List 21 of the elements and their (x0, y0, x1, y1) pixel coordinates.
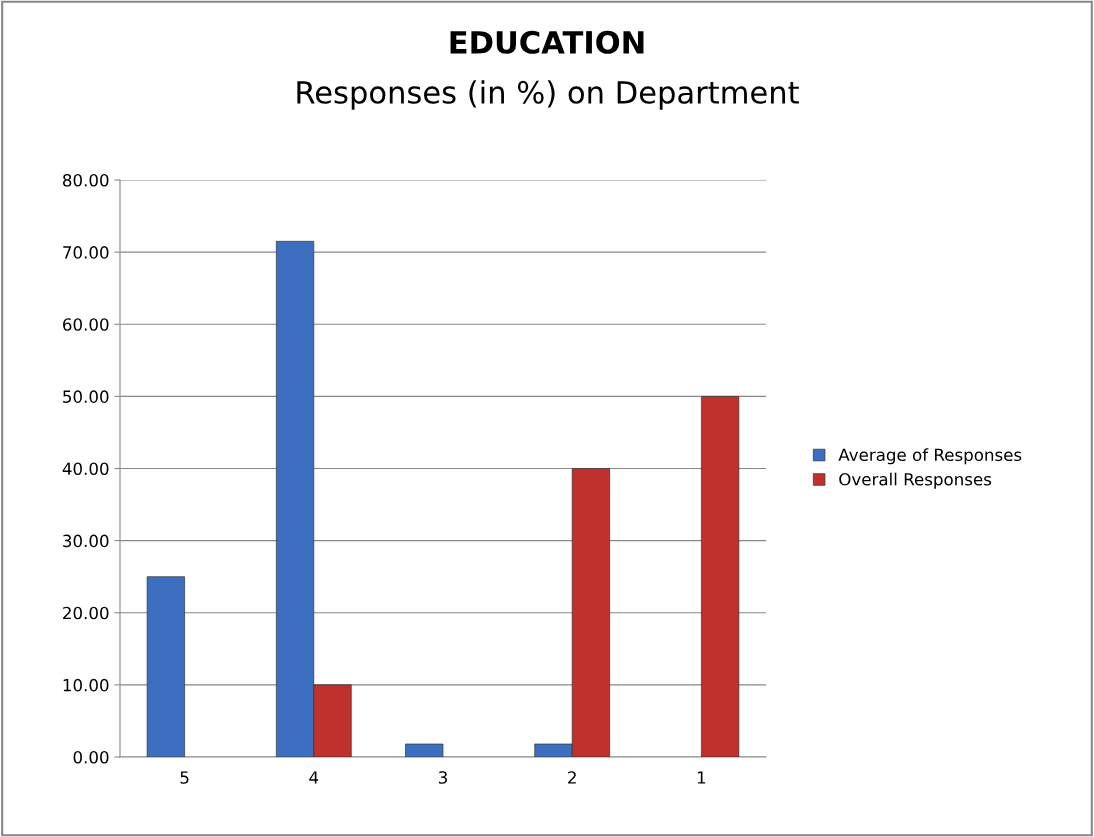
y-tick-label: 50.00 (63, 390, 109, 403)
bar (405, 743, 444, 757)
y-tick-label: 70.00 (63, 246, 109, 259)
chart-subtitle: Responses (in %) on Department (297, 80, 799, 110)
bar (701, 396, 740, 757)
x-tick-label: 2 (568, 771, 576, 784)
y-tick-label: 40.00 (62, 462, 109, 476)
x-tick-label: 5 (180, 771, 189, 784)
y-tick-label: 20.00 (63, 606, 109, 620)
y-tick-label: 30.00 (63, 534, 109, 548)
legend-label: Average of Responses (838, 448, 1022, 465)
x-tick-label: 4 (309, 771, 319, 784)
x-tick-label: 3 (438, 771, 447, 784)
x-tick-label: 1 (697, 771, 706, 784)
bar (146, 576, 185, 757)
chart-title: EDUCATION (450, 30, 644, 54)
y-tick-label: 10.00 (63, 678, 109, 692)
y-tick-label: 80.00 (63, 173, 109, 187)
y-tick-label: 60.00 (63, 318, 109, 331)
legend-label: Overall Responses (839, 472, 992, 489)
y-tick-label: 0.00 (73, 750, 109, 764)
